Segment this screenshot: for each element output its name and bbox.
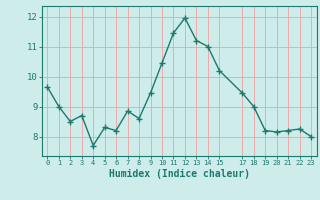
X-axis label: Humidex (Indice chaleur): Humidex (Indice chaleur) — [109, 169, 250, 179]
